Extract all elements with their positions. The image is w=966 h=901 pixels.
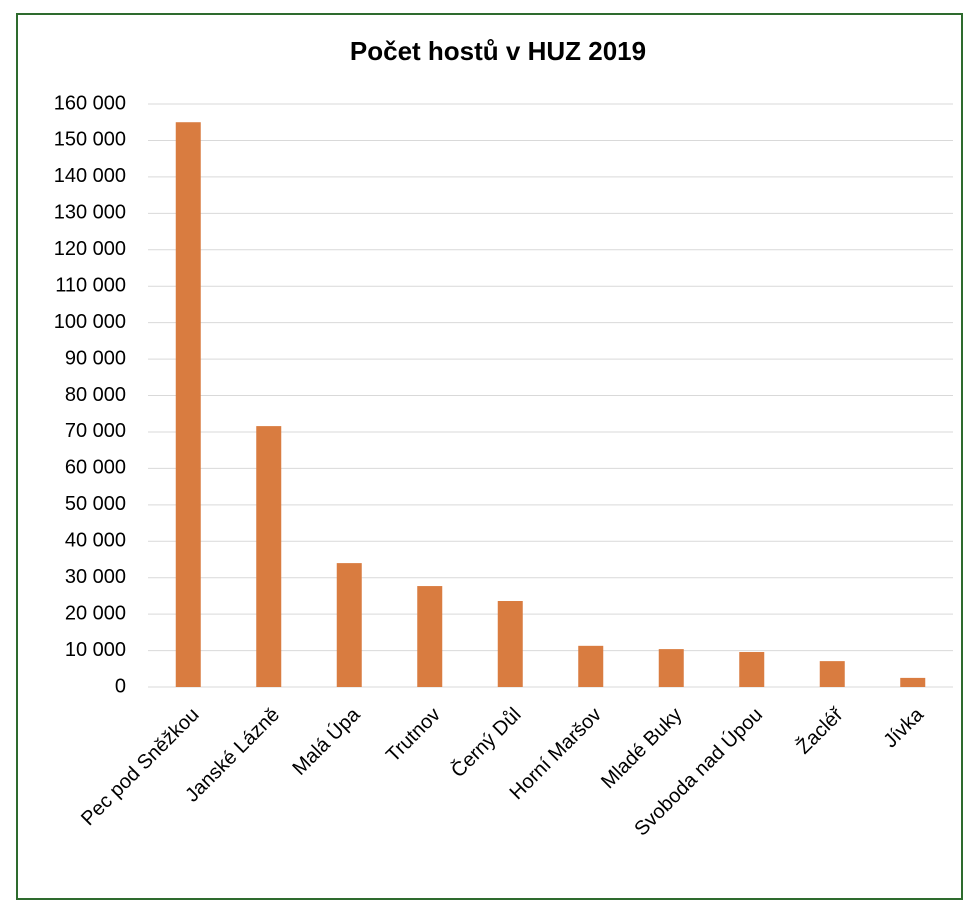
bar <box>497 601 523 687</box>
y-tick-label: 110 000 <box>55 274 126 296</box>
bar <box>175 122 201 687</box>
chart-frame <box>16 13 963 900</box>
y-tick-label: 130 000 <box>54 202 126 224</box>
y-tick-label: 0 <box>115 675 126 697</box>
bar <box>578 645 604 687</box>
y-tick-label: 10 000 <box>65 639 126 661</box>
bar <box>417 586 443 687</box>
y-tick-label: 20 000 <box>65 602 126 624</box>
y-tick-label: 150 000 <box>54 129 126 151</box>
y-tick-label: 140 000 <box>54 165 126 187</box>
y-tick-label: 30 000 <box>65 566 126 588</box>
y-tick-label: 50 000 <box>65 493 126 515</box>
y-tick-label: 100 000 <box>54 311 126 333</box>
y-tick-label: 40 000 <box>65 530 126 552</box>
bar <box>658 649 684 687</box>
bar <box>256 426 282 687</box>
y-tick-label: 160 000 <box>54 92 126 114</box>
y-tick-label: 70 000 <box>65 420 126 442</box>
y-tick-label: 60 000 <box>65 457 126 479</box>
y-tick-label: 80 000 <box>65 384 126 406</box>
chart-title: Počet hostů v HUZ 2019 <box>350 36 646 66</box>
y-tick-label: 90 000 <box>65 347 126 369</box>
bar <box>739 652 765 687</box>
bar <box>900 677 926 687</box>
y-tick-label: 120 000 <box>54 238 126 260</box>
bar <box>336 563 362 687</box>
bar <box>819 661 845 687</box>
